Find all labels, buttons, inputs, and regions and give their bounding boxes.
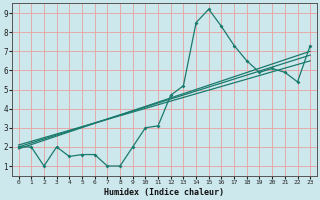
X-axis label: Humidex (Indice chaleur): Humidex (Indice chaleur) [104, 188, 224, 197]
